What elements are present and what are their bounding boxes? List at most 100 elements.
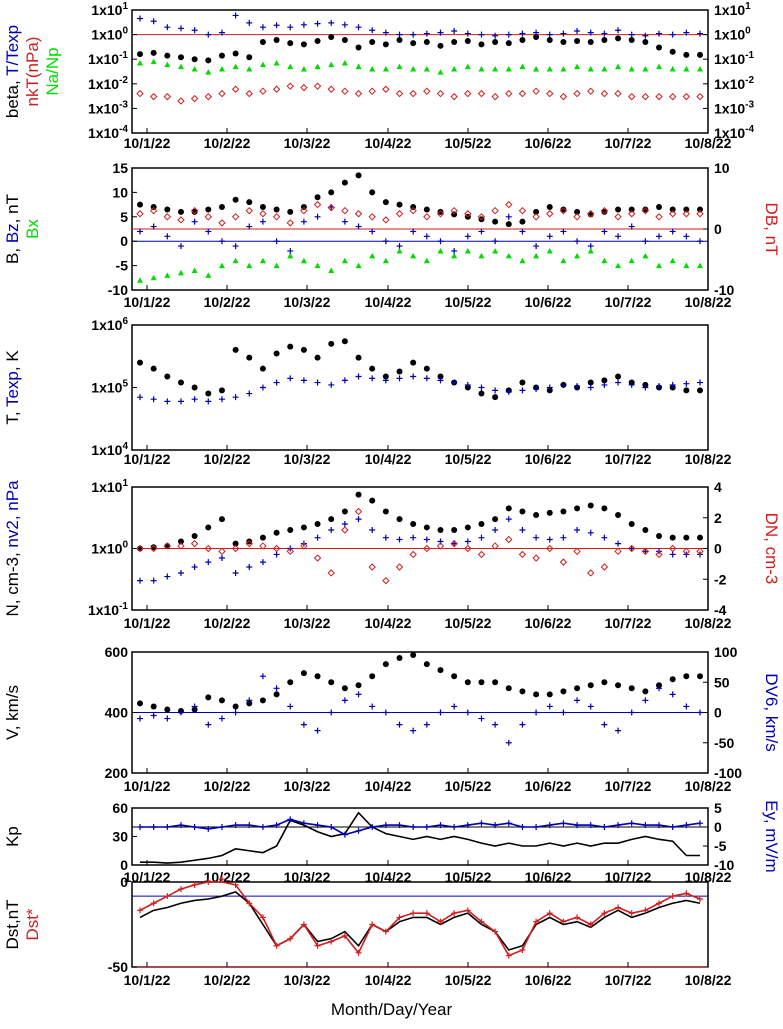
y-tick-label: 1x106 [91, 316, 128, 333]
data-point [272, 213, 281, 221]
data-point [669, 31, 676, 38]
data-point [628, 206, 635, 213]
x-tick-label: 10/7/22 [605, 135, 652, 151]
data-point [246, 822, 253, 829]
x-tick-label: 10/4/22 [365, 869, 412, 885]
data-point [259, 542, 267, 550]
y-axis-label-right: Ey, mV/m [762, 800, 781, 872]
data-point [369, 921, 376, 928]
data-point [190, 206, 199, 215]
data-point [246, 900, 253, 907]
data-point [642, 907, 649, 914]
data-point [245, 89, 253, 98]
data-point [314, 63, 321, 70]
data-point [587, 384, 594, 391]
data-point [177, 216, 185, 224]
data-point [150, 396, 157, 403]
x-tick-label: 10/2/22 [204, 135, 251, 151]
x-tick-label: 10/7/22 [605, 869, 652, 885]
data-point [164, 52, 171, 59]
data-point [177, 269, 184, 276]
data-point [559, 558, 568, 566]
data-point [164, 61, 171, 68]
data-point [314, 727, 321, 734]
data-point [355, 682, 362, 689]
data-point [232, 257, 239, 264]
data-point [451, 39, 458, 46]
data-point [300, 206, 308, 215]
series-line-0 [139, 891, 701, 951]
panel-velocity: 200 400 600 -100 -50 0 50 100 10/1/22 10/2/22 10/3… [3, 644, 781, 794]
x-tick-label: 10/7/22 [605, 972, 652, 988]
data-point [354, 210, 363, 218]
data-point [669, 65, 676, 72]
data-point [505, 221, 512, 228]
y-tick-label: 1x10-4 [88, 124, 128, 141]
data-point [204, 544, 213, 553]
data-point [601, 65, 608, 72]
data-point [231, 544, 240, 553]
data-point [177, 822, 184, 829]
data-point [137, 15, 143, 22]
data-point [191, 532, 198, 539]
x-tick-label: 10/7/22 [605, 615, 652, 631]
data-point [273, 551, 280, 558]
data-point [546, 536, 553, 543]
data-point [587, 921, 594, 928]
panel-kp: 0 30 60 -10 -5 0 5 10/1/22 10/2/22 10/3/22 10/4/22… [3, 800, 781, 885]
data-point [546, 384, 553, 391]
data-point [259, 218, 266, 225]
data-point [505, 200, 513, 209]
data-point [232, 12, 239, 19]
data-point [478, 820, 485, 827]
x-tick-label: 10/2/22 [204, 615, 251, 631]
data-point [600, 206, 609, 215]
x-tick-label: 10/4/22 [365, 778, 412, 794]
data-point [396, 655, 403, 662]
data-point [232, 63, 239, 70]
data-point [587, 703, 594, 710]
data-point [341, 87, 349, 95]
data-point [533, 534, 540, 541]
x-tick-label: 10/1/22 [124, 778, 171, 794]
data-point [382, 709, 389, 716]
data-point [669, 893, 676, 900]
data-point [683, 387, 690, 394]
data-point [205, 57, 212, 64]
data-point [546, 89, 554, 98]
data-point [697, 30, 703, 37]
data-point [286, 219, 294, 227]
data-point [492, 387, 499, 394]
y-tick-label: 1x101 [91, 478, 128, 495]
data-point [314, 379, 321, 386]
data-point [573, 213, 581, 221]
data-point [477, 89, 486, 98]
y-axis-label-right: DV6, km/s [762, 673, 781, 751]
data-point [232, 881, 239, 888]
y-axis-label-left: Bx [23, 219, 42, 239]
x-tick-label: 10/5/22 [445, 135, 492, 151]
data-point [519, 387, 526, 394]
data-point [273, 529, 280, 536]
data-point [560, 228, 567, 235]
data-point [628, 65, 635, 72]
data-point [683, 65, 690, 72]
data-point [191, 564, 198, 571]
data-point [369, 824, 376, 830]
data-point [355, 491, 362, 498]
data-point [682, 210, 691, 218]
data-point [396, 368, 403, 375]
data-point [341, 508, 348, 515]
data-point [669, 48, 676, 55]
y-tick-label-right: -5 [714, 838, 727, 854]
data-point [615, 35, 622, 42]
data-point [137, 201, 143, 208]
data-point [328, 19, 335, 26]
data-point [478, 390, 485, 397]
data-point [682, 92, 691, 101]
data-point [259, 257, 266, 264]
data-point [628, 685, 635, 692]
data-point [314, 534, 321, 541]
data-point [601, 377, 608, 384]
data-point [546, 703, 553, 710]
